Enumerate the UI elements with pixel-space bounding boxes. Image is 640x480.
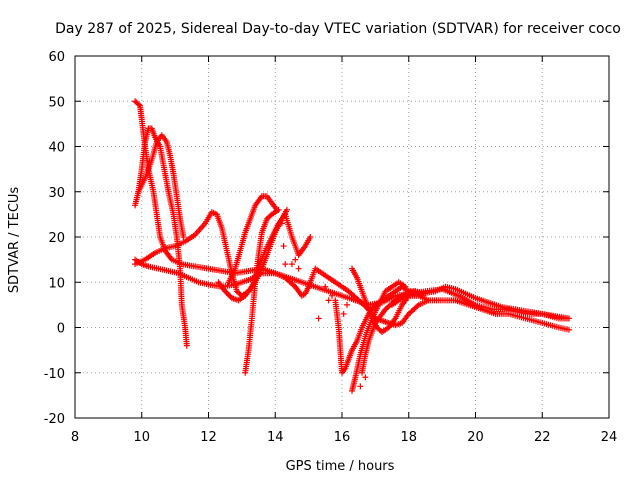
- data-point: [275, 206, 282, 213]
- y-tick-label: 0: [57, 322, 65, 337]
- axis-ticks: [74, 55, 610, 419]
- data-point: [224, 291, 231, 298]
- x-tick-label: 12: [200, 430, 217, 445]
- data-point: [565, 315, 572, 322]
- x-tick-label: 20: [467, 430, 484, 445]
- x-tick-label: 14: [267, 430, 284, 445]
- data-point: [223, 289, 230, 296]
- y-tick-label: 10: [48, 276, 65, 291]
- y-tick-label: 40: [48, 141, 65, 156]
- data-point: [222, 288, 229, 295]
- data-point: [328, 292, 335, 299]
- x-tick-label: 10: [133, 430, 150, 445]
- x-tick-label: 16: [334, 430, 351, 445]
- x-tick-label: 24: [601, 430, 618, 445]
- y-tick-label: 60: [48, 50, 65, 65]
- data-point: [283, 206, 290, 213]
- data-point: [292, 256, 299, 263]
- data-point: [344, 301, 351, 308]
- data-point: [315, 315, 322, 322]
- data-point: [280, 243, 287, 250]
- y-tick-label: -20: [44, 412, 65, 427]
- data-point: [340, 310, 347, 317]
- chart-title: Day 287 of 2025, Sidereal Day-to-day VTE…: [55, 21, 621, 37]
- data-point: [295, 265, 302, 272]
- y-axis-label: SDTVAR / TECUs: [7, 187, 22, 294]
- data-point: [322, 283, 329, 290]
- y-tick-label: 20: [48, 231, 65, 246]
- data-point: [135, 101, 142, 108]
- data-point: [362, 374, 369, 381]
- data-point: [226, 292, 233, 299]
- y-tick-labels: -20 -10 0 10 20 30 40 50 60: [44, 50, 65, 427]
- y-tick-label: 30: [48, 186, 65, 201]
- data-point: [565, 326, 572, 333]
- data-point: [307, 234, 314, 240]
- data-point: [180, 234, 187, 240]
- data-points: [132, 98, 572, 394]
- x-tick-labels: 8 10 12 14 16 18 20 22 24: [71, 430, 617, 445]
- data-point: [402, 283, 409, 290]
- data-point: [278, 220, 285, 227]
- x-tick-label: 8: [71, 430, 79, 445]
- data-point: [227, 293, 234, 300]
- x-tick-label: 22: [534, 430, 551, 445]
- grid-lines: [75, 56, 609, 418]
- data-point: [282, 261, 289, 268]
- data-point: [425, 297, 432, 304]
- data-point: [183, 342, 190, 349]
- y-tick-label: 50: [48, 95, 65, 110]
- x-axis-label: GPS time / hours: [286, 459, 395, 474]
- x-tick-label: 18: [400, 430, 417, 445]
- data-point: [288, 261, 295, 268]
- data-point: [325, 297, 332, 304]
- y-tick-label: -10: [44, 367, 65, 382]
- data-point: [357, 383, 364, 390]
